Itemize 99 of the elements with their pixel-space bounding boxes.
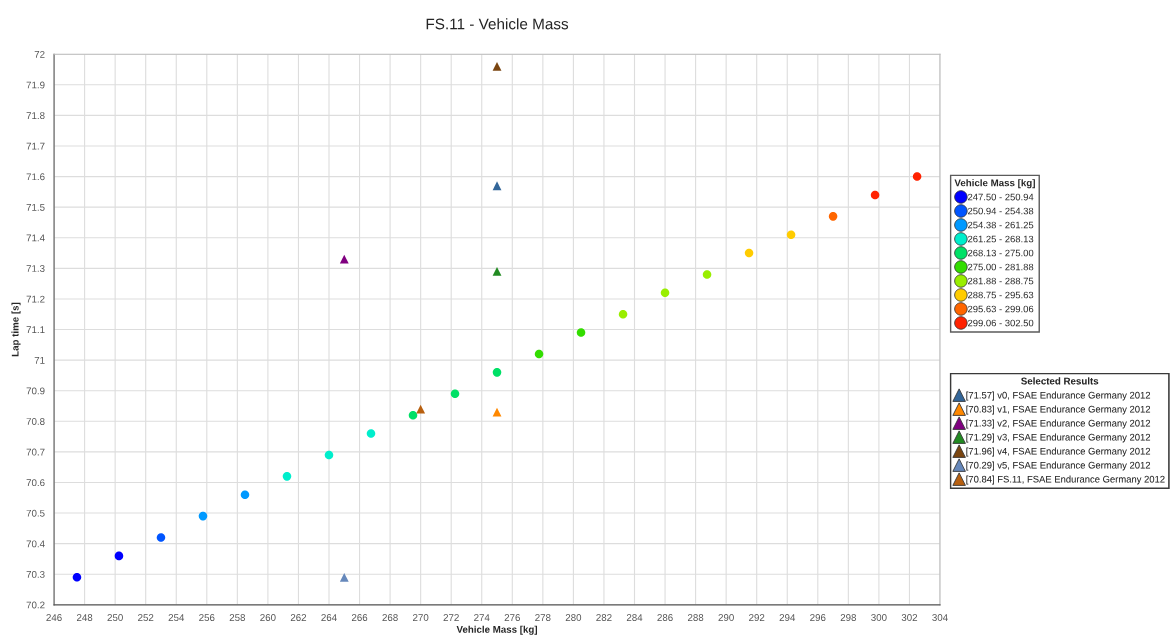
point <box>534 349 544 359</box>
x-axis-title: Vehicle Mass [kg] <box>456 625 538 635</box>
point <box>198 511 208 521</box>
x-tick-label: 276 <box>504 614 520 621</box>
x-tick-label: 302 <box>901 614 918 621</box>
x-tick-label: 270 <box>413 614 429 621</box>
x-tick-label: 278 <box>535 614 551 621</box>
y-tick-label: 70.8 <box>26 418 45 425</box>
point <box>618 309 628 319</box>
x-tick-label: 298 <box>840 614 857 621</box>
x-tick-label: 288 <box>687 614 704 621</box>
point <box>492 62 502 71</box>
point <box>492 368 502 377</box>
point <box>72 573 82 582</box>
legend-label: 299.06 - 302.50 <box>968 319 1034 327</box>
legend-label: 261.25 - 268.13 <box>968 235 1034 243</box>
point <box>492 407 502 417</box>
x-tick-label: 280 <box>565 614 582 621</box>
y-tick-label: 71.1 <box>26 326 45 334</box>
x-tick-label: 292 <box>749 614 765 621</box>
legend-label: [71.57] v0, FSAE Endurance Germany 2012 <box>966 391 1151 401</box>
x-tick-label: 264 <box>321 614 337 621</box>
point <box>408 410 418 420</box>
x-tick-label: 246 <box>46 614 62 621</box>
point <box>450 389 460 399</box>
x-tick-label: 300 <box>871 614 887 621</box>
point <box>786 230 796 239</box>
x-tick-label: 268 <box>382 614 398 621</box>
y-tick-label: 70.4 <box>26 540 45 548</box>
legend-label: [71.33] v2, FSAE Endurance Germany 2012 <box>966 419 1151 429</box>
point <box>744 248 754 258</box>
legend-label: [71.96] v4, FSAE Endurance Germany 2012 <box>966 447 1151 457</box>
legend-label: [70.84] FS.11, FSAE Endurance Germany 2012 <box>966 475 1165 485</box>
legend-label: [70.29] v5, FSAE Endurance Germany 2012 <box>966 461 1151 471</box>
text: Vehicle Mass [kg] <box>954 179 1035 189</box>
point <box>576 328 586 337</box>
legend-label: 295.63 - 299.06 <box>968 305 1034 313</box>
x-tick-label: 254 <box>168 614 185 621</box>
x-tick-label: 286 <box>657 614 673 621</box>
x-tick-label: 284 <box>626 614 643 621</box>
x-tick-label: 250 <box>107 614 123 621</box>
y-tick-label: 70.6 <box>26 479 45 487</box>
x-tick-label: 262 <box>290 614 307 621</box>
legend-label: 250.94 - 254.38 <box>968 207 1034 215</box>
x-tick-label: 252 <box>138 614 154 621</box>
x-tick-label: 294 <box>779 614 796 621</box>
y-tick-label: 71 <box>34 356 45 364</box>
point <box>240 490 250 499</box>
point <box>339 254 349 264</box>
x-tick-label: 296 <box>810 614 826 621</box>
point <box>492 181 502 191</box>
y-tick-label: 70.3 <box>26 570 45 578</box>
x-tick-label: 290 <box>718 614 734 621</box>
legend-label: 281.88 - 288.75 <box>968 277 1034 285</box>
legend-label: [70.83] v1, FSAE Endurance Germany 2012 <box>966 405 1151 415</box>
legend-label: 254.38 - 261.25 <box>968 221 1034 229</box>
y-tick-label: 70.5 <box>26 509 45 517</box>
point <box>912 172 922 181</box>
point <box>156 533 166 542</box>
legend-label: 268.13 - 275.00 <box>968 249 1034 257</box>
y-tick-label: 71.2 <box>26 295 45 303</box>
y-axis-title: Lap time [s] <box>11 302 21 357</box>
y-tick-label: 70.2 <box>26 601 45 609</box>
legend-label: 288.75 - 295.63 <box>968 291 1034 299</box>
y-tick-label: 71.9 <box>26 81 45 89</box>
point <box>416 404 426 414</box>
y-tick-label: 70.7 <box>26 448 45 456</box>
y-tick-label: 71.8 <box>26 112 45 120</box>
point <box>870 190 880 200</box>
y-tick-label: 71.7 <box>26 142 45 150</box>
legend-label: 247.50 - 250.94 <box>968 193 1034 201</box>
y-tick-label: 71.4 <box>26 234 45 242</box>
point <box>492 267 502 276</box>
legend-label: [71.29] v3, FSAE Endurance Germany 2012 <box>966 433 1151 443</box>
y-tick-label: 71.5 <box>26 204 45 211</box>
x-tick-label: 248 <box>76 614 93 621</box>
x-tick-label: 260 <box>260 614 276 621</box>
point <box>324 450 334 460</box>
x-tick-label: 258 <box>229 614 246 621</box>
point <box>114 551 124 561</box>
point <box>660 288 670 298</box>
chart-title: FS.11 - Vehicle Mass <box>426 18 569 30</box>
point <box>702 270 712 279</box>
x-tick-label: 266 <box>351 614 368 621</box>
x-tick-label: 274 <box>474 614 490 621</box>
y-tick-label: 72 <box>34 50 45 58</box>
y-tick-label: 71.6 <box>26 173 45 181</box>
point <box>282 472 292 481</box>
y-tick-label: 70.9 <box>26 387 45 395</box>
text: Selected Results <box>1021 377 1099 385</box>
point <box>366 429 376 438</box>
x-tick-label: 272 <box>443 614 459 621</box>
x-tick-label: 256 <box>199 614 215 621</box>
x-tick-label: 282 <box>596 614 612 621</box>
y-tick-label: 71.3 <box>26 265 45 272</box>
legend-label: 275.00 - 281.88 <box>968 263 1034 271</box>
point <box>339 572 349 582</box>
x-tick-label: 304 <box>932 614 948 621</box>
point <box>828 212 838 221</box>
